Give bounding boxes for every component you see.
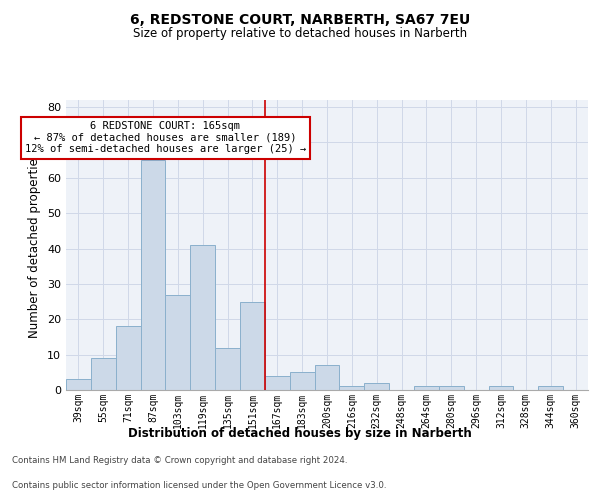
Bar bbox=[66, 380, 91, 390]
Bar bbox=[538, 386, 563, 390]
Bar bbox=[215, 348, 240, 390]
Bar bbox=[340, 386, 364, 390]
Bar bbox=[190, 245, 215, 390]
Bar bbox=[439, 386, 464, 390]
Bar bbox=[290, 372, 314, 390]
Bar bbox=[240, 302, 265, 390]
Bar bbox=[414, 386, 439, 390]
Bar bbox=[116, 326, 140, 390]
Bar bbox=[140, 160, 166, 390]
Bar bbox=[166, 294, 190, 390]
Bar bbox=[265, 376, 290, 390]
Bar bbox=[91, 358, 116, 390]
Text: Distribution of detached houses by size in Narberth: Distribution of detached houses by size … bbox=[128, 428, 472, 440]
Text: 6, REDSTONE COURT, NARBERTH, SA67 7EU: 6, REDSTONE COURT, NARBERTH, SA67 7EU bbox=[130, 12, 470, 26]
Text: Size of property relative to detached houses in Narberth: Size of property relative to detached ho… bbox=[133, 28, 467, 40]
Bar bbox=[314, 365, 340, 390]
Text: Contains HM Land Registry data © Crown copyright and database right 2024.: Contains HM Land Registry data © Crown c… bbox=[12, 456, 347, 465]
Bar bbox=[488, 386, 514, 390]
Y-axis label: Number of detached properties: Number of detached properties bbox=[28, 152, 41, 338]
Text: Contains public sector information licensed under the Open Government Licence v3: Contains public sector information licen… bbox=[12, 481, 386, 490]
Text: 6 REDSTONE COURT: 165sqm
← 87% of detached houses are smaller (189)
12% of semi-: 6 REDSTONE COURT: 165sqm ← 87% of detach… bbox=[25, 121, 306, 154]
Bar bbox=[364, 383, 389, 390]
